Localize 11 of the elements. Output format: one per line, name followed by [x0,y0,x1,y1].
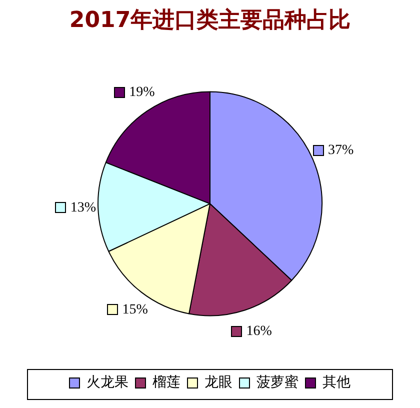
data-label: 15% [122,302,148,318]
data-label: 16% [246,324,272,340]
chart-title: 2017年进口类主要品种占比 [69,6,351,33]
data-label: 13% [70,200,96,216]
legend-label: 榴莲 [152,374,180,391]
legend-label: 火龙果 [86,374,128,391]
legend-label: 龙眼 [204,374,232,391]
legend-label: 菠萝蜜 [256,374,298,391]
data-label: 19% [129,85,156,100]
legend-label: 其他 [322,374,350,391]
data-label: 37% [328,142,354,158]
